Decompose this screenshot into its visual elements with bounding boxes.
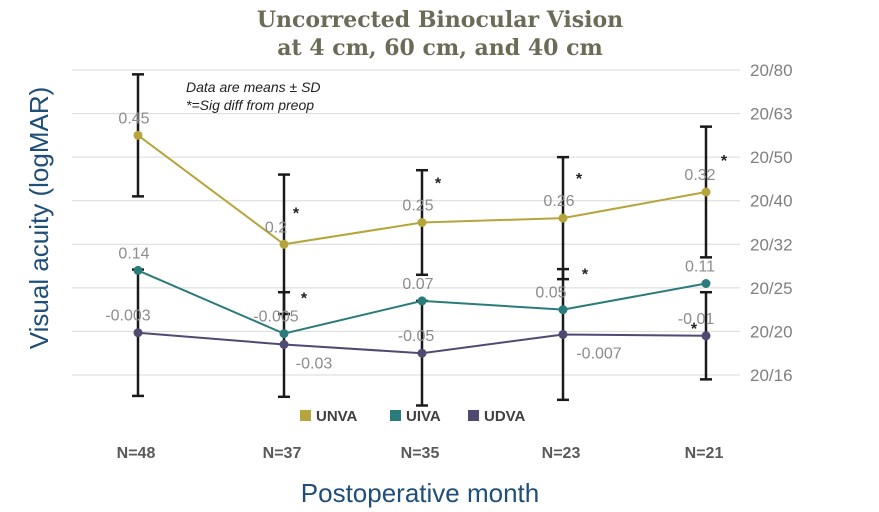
legend-swatch-unva xyxy=(300,410,311,421)
legend-swatch-uiva xyxy=(390,410,401,421)
data-point-uiva xyxy=(558,305,568,315)
data-label: 0.32 xyxy=(684,167,715,184)
data-labels: 0.45 0.2 0.25 0.26 0.32 0.14 -0.005 0.07 0.05 0.1… xyxy=(105,110,715,372)
data-point-uiva xyxy=(701,279,711,288)
significance-star: * xyxy=(435,176,442,193)
data-label: -0.005 xyxy=(253,309,298,326)
gridlines xyxy=(72,69,740,376)
data-label: 0.07 xyxy=(402,276,433,293)
significance-star: * xyxy=(721,153,728,170)
significance-star: * xyxy=(582,267,589,284)
data-point-unva xyxy=(558,213,568,223)
data-point-udva xyxy=(279,340,289,349)
chart-title-line-1: Uncorrected Binocular Vision xyxy=(257,7,623,33)
x-tick-label: N=35 xyxy=(401,445,440,462)
right-tick-label: 20/25 xyxy=(750,279,793,298)
significance-star: * xyxy=(576,171,583,188)
right-tick-label: 20/50 xyxy=(750,148,793,167)
legend-label-udva: UDVA xyxy=(484,408,526,425)
chart-notes: Data are means ± SD *=Sig diff from preo… xyxy=(186,79,321,113)
data-label: 0.45 xyxy=(118,110,149,127)
data-point-udva xyxy=(133,328,143,338)
x-tick-label: N=23 xyxy=(542,445,581,462)
data-label: 0.14 xyxy=(118,245,149,262)
legend: UNVA UIVA UDVA xyxy=(300,408,526,425)
chart-title-line-2: at 4 cm, 60 cm, and 40 cm xyxy=(277,35,603,61)
data-point-unva xyxy=(133,130,143,140)
data-label: 0.05 xyxy=(535,285,566,302)
legend-swatch-udva xyxy=(468,410,479,421)
x-tick-label: N=48 xyxy=(117,445,156,462)
data-label: -0.003 xyxy=(105,308,150,325)
right-tick-label: 20/40 xyxy=(750,192,793,211)
data-label: -0.01 xyxy=(678,311,715,328)
data-label: -0.007 xyxy=(576,345,621,362)
data-point-unva xyxy=(701,187,711,197)
data-point-udva xyxy=(417,348,427,358)
data-point-udva xyxy=(558,329,568,339)
y-axis-label: Visual acuity (logMAR) xyxy=(24,87,54,350)
right-tick-label: 20/16 xyxy=(750,366,793,385)
x-tick-label: N=37 xyxy=(263,445,302,462)
significance-star: * xyxy=(293,205,300,222)
data-label: -0.03 xyxy=(296,356,333,373)
data-label: 0.26 xyxy=(543,193,574,210)
right-axis-ticks: 20/80 20/63 20/50 20/40 20/32 20/25 20/20 20/16 xyxy=(750,61,793,385)
significance-stars: * * * * * * * xyxy=(293,153,728,338)
note-significance: *=Sig diff from preop xyxy=(186,97,314,113)
data-point-uiva xyxy=(417,296,427,306)
data-point-uiva xyxy=(133,265,143,275)
legend-label-unva: UNVA xyxy=(316,408,358,425)
right-tick-label: 20/20 xyxy=(750,322,793,341)
data-label: 0.11 xyxy=(685,259,715,276)
x-tick-label: N=21 xyxy=(685,445,724,462)
significance-star: * xyxy=(301,291,308,308)
data-point-uiva xyxy=(279,329,289,339)
data-point-unva xyxy=(417,218,427,227)
note-means-sd: Data are means ± SD xyxy=(186,79,321,95)
right-tick-label: 20/63 xyxy=(750,105,793,124)
series-points xyxy=(133,130,711,358)
significance-star: * xyxy=(691,321,698,338)
x-axis-label: Postoperative month xyxy=(301,478,539,508)
chart-title: Uncorrected Binocular Vision at 4 cm, 60… xyxy=(257,7,623,61)
data-label: 0.25 xyxy=(402,198,433,215)
right-tick-label: 20/32 xyxy=(750,235,793,254)
right-tick-label: 20/80 xyxy=(750,61,793,80)
x-axis-ticks: N=48 N=37 N=35 N=23 N=21 xyxy=(117,445,724,462)
data-label: 0.2 xyxy=(265,219,287,236)
data-point-unva xyxy=(279,239,289,249)
data-point-udva xyxy=(701,331,711,341)
data-label: -0.05 xyxy=(398,328,435,345)
legend-label-uiva: UIVA xyxy=(406,408,441,425)
